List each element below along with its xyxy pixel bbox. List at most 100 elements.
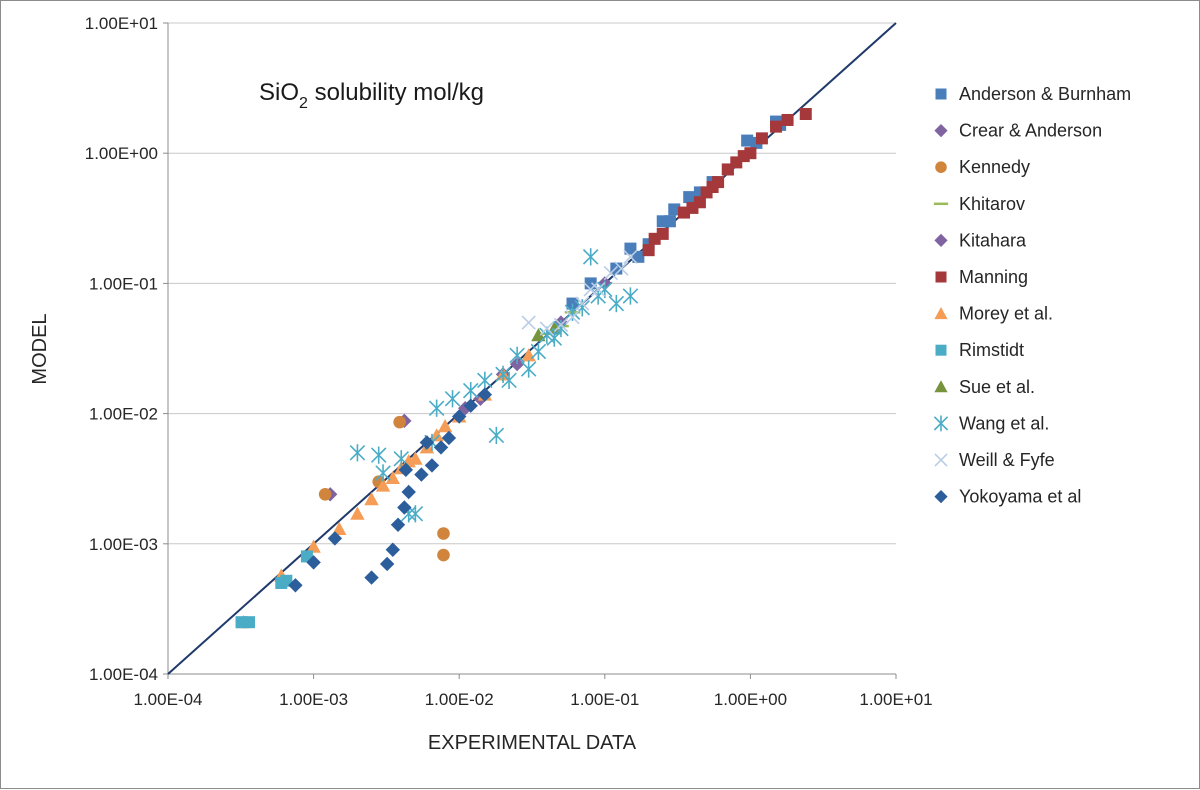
point-weill-fyfe bbox=[565, 310, 580, 325]
point-kitahara bbox=[509, 356, 525, 372]
point-manning bbox=[799, 108, 812, 121]
point-weill-fyfe bbox=[603, 265, 618, 281]
point-manning bbox=[693, 196, 706, 209]
point-morey-et-al bbox=[429, 428, 444, 442]
annotation-main: SiO bbox=[259, 79, 299, 106]
point-morey-et-al bbox=[306, 539, 321, 553]
legend-label-crear-anderson: Crear & Anderson bbox=[959, 121, 1102, 141]
point-yokoyama-et-al bbox=[327, 531, 343, 546]
point-wang-et-al bbox=[488, 426, 505, 445]
point-weill-fyfe bbox=[623, 249, 638, 264]
legend-label-khitarov: Khitarov bbox=[959, 194, 1025, 214]
legend-marker-morey-et-al bbox=[934, 307, 948, 320]
point-manning bbox=[781, 113, 794, 126]
point-wang-et-al bbox=[509, 346, 525, 365]
point-wang-et-al bbox=[546, 329, 563, 347]
point-wang-et-al bbox=[622, 287, 639, 305]
legend-marker-manning bbox=[935, 271, 947, 283]
point-morey-et-al bbox=[350, 506, 365, 520]
legend-label-rimstidt: Rimstidt bbox=[959, 340, 1024, 360]
point-yokoyama-et-al bbox=[390, 517, 406, 532]
point-manning bbox=[706, 181, 719, 194]
point-manning bbox=[770, 120, 783, 133]
legend-marker-wang-et-al bbox=[933, 415, 949, 432]
point-kennedy bbox=[437, 548, 450, 562]
point-yokoyama-et-al bbox=[433, 440, 449, 455]
y-tick-label: 1.00E-02 bbox=[89, 405, 158, 424]
legend-label-kitahara: Kitahara bbox=[959, 230, 1027, 250]
point-morey-et-al bbox=[332, 521, 347, 535]
point-morey-et-al bbox=[437, 419, 453, 433]
point-morey-et-al bbox=[375, 478, 391, 492]
legend-marker-anderson-burnham bbox=[935, 88, 947, 100]
point-yokoyama-et-al bbox=[424, 458, 440, 473]
point-anderson-burnham bbox=[683, 191, 696, 204]
point-anderson-burnham bbox=[632, 250, 645, 263]
point-wang-et-al bbox=[444, 390, 461, 408]
point-rimstidt bbox=[242, 616, 255, 629]
point-anderson-burnham bbox=[741, 134, 754, 147]
point-yokoyama-et-al bbox=[398, 462, 414, 478]
legend-label-weill-fyfe: Weill & Fyfe bbox=[959, 450, 1055, 470]
point-weill-fyfe bbox=[590, 282, 606, 297]
y-tick-label: 1.00E+00 bbox=[85, 144, 158, 163]
x-tick-label: 1.00E-03 bbox=[279, 690, 348, 709]
point-anderson-burnham bbox=[668, 203, 681, 216]
x-tick-label: 1.00E-01 bbox=[570, 690, 639, 709]
y-tick-label: 1.00E-03 bbox=[89, 535, 158, 554]
legend-label-kennedy: Kennedy bbox=[959, 157, 1030, 177]
legend-marker-sue-et-al bbox=[934, 380, 948, 393]
axes bbox=[163, 22, 897, 679]
annotation-rest: solubility mol/kg bbox=[308, 79, 484, 106]
point-yokoyama-et-al bbox=[379, 556, 395, 572]
point-yokoyama-et-al bbox=[397, 500, 412, 515]
point-wang-et-al bbox=[553, 319, 569, 338]
point-wang-et-al bbox=[501, 371, 517, 390]
x-tick-label: 1.00E+01 bbox=[859, 690, 932, 709]
point-wang-et-al bbox=[520, 360, 537, 378]
x-tick-label: 1.00E+00 bbox=[714, 690, 787, 709]
data-points bbox=[235, 108, 812, 629]
point-weill-fyfe bbox=[553, 317, 569, 333]
point-yokoyama-et-al bbox=[463, 398, 478, 413]
legend-marker-rimstidt bbox=[935, 344, 947, 356]
point-manning bbox=[656, 227, 669, 240]
point-sue-et-al bbox=[531, 328, 546, 342]
legend-marker-crear-anderson bbox=[934, 124, 948, 138]
legend: Anderson & Burnham Crear & Anderson Kenned… bbox=[933, 84, 1131, 507]
point-wang-et-al bbox=[370, 446, 387, 464]
gridlines bbox=[168, 22, 896, 545]
legend-marker-yokoyama-et-al bbox=[934, 490, 948, 504]
point-weill-fyfe bbox=[614, 261, 629, 276]
point-yokoyama-et-al bbox=[452, 409, 467, 424]
x-tick-label: 1.00E-04 bbox=[134, 690, 203, 709]
point-kennedy bbox=[393, 415, 406, 429]
point-morey-et-al bbox=[385, 470, 401, 485]
point-weill-fyfe bbox=[575, 296, 590, 311]
annotation-subscript: 2 bbox=[299, 95, 308, 112]
point-anderson-burnham bbox=[584, 277, 597, 290]
legend-label-sue-et-al: Sue et al. bbox=[959, 377, 1035, 397]
legend-label-yokoyama-et-al: Yokoyama et al bbox=[959, 487, 1081, 507]
legend-marker-weill-fyfe bbox=[934, 453, 948, 467]
x-tick-label: 1.00E-02 bbox=[425, 690, 494, 709]
point-yokoyama-et-al bbox=[385, 542, 401, 557]
point-yokoyama-et-al bbox=[441, 430, 457, 446]
y-tick-label: 1.00E+01 bbox=[85, 14, 158, 33]
point-yokoyama-et-al bbox=[477, 387, 493, 402]
point-weill-fyfe bbox=[583, 282, 598, 297]
point-wang-et-al bbox=[462, 382, 479, 400]
point-yokoyama-et-al bbox=[401, 484, 416, 500]
point-wang-et-al bbox=[477, 371, 493, 390]
point-wang-et-al bbox=[608, 294, 625, 313]
point-kennedy bbox=[318, 487, 332, 501]
legend-label-manning: Manning bbox=[959, 267, 1028, 287]
point-wang-et-al bbox=[375, 464, 391, 482]
y-axis-title: MODEL bbox=[29, 313, 51, 384]
point-yokoyama-et-al bbox=[419, 435, 435, 450]
point-morey-et-al bbox=[364, 492, 379, 506]
point-manning bbox=[755, 132, 768, 145]
legend-marker-kennedy bbox=[935, 161, 947, 173]
